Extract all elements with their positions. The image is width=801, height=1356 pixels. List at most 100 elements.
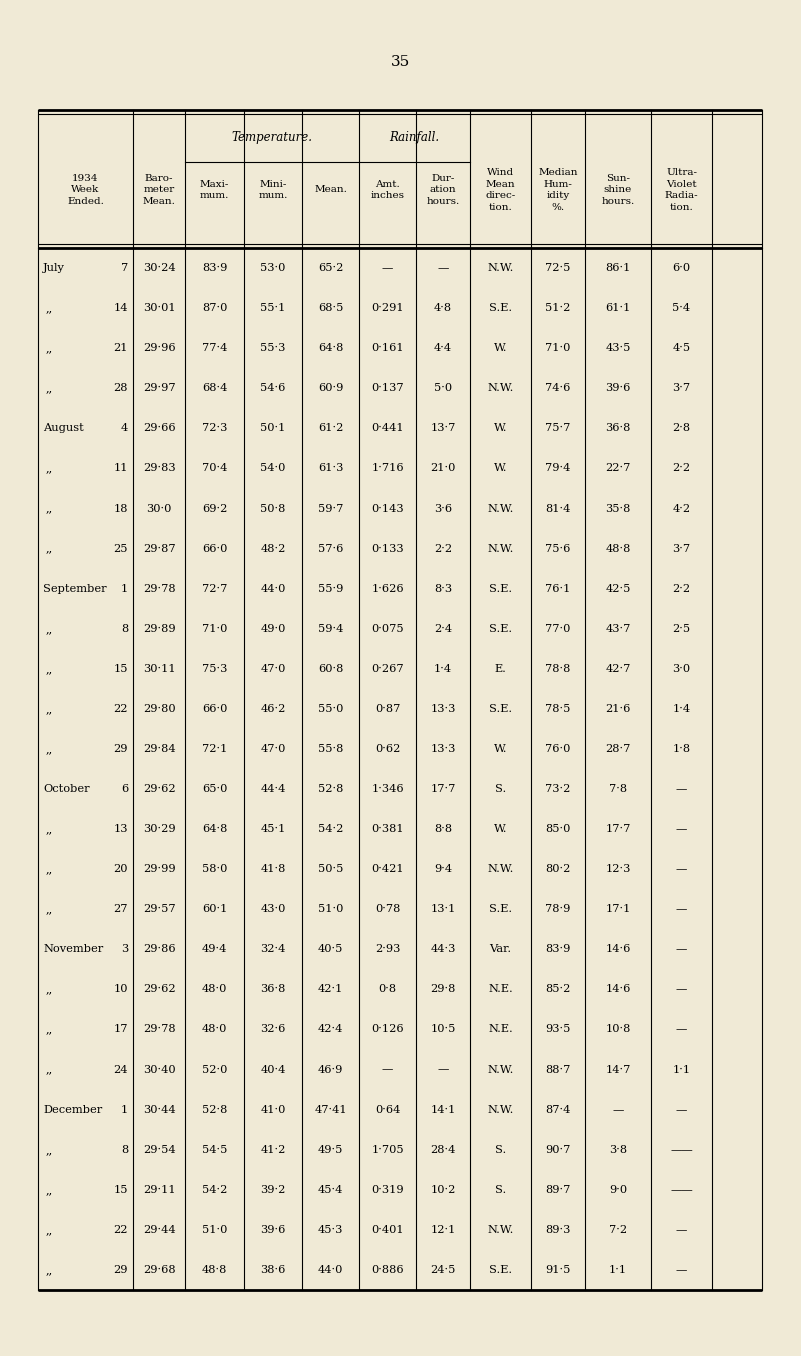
Text: 70·4: 70·4 <box>202 464 227 473</box>
Text: 42·4: 42·4 <box>318 1025 343 1035</box>
Text: 0·143: 0·143 <box>371 503 404 514</box>
Text: 57·6: 57·6 <box>318 544 343 553</box>
Text: N.W.: N.W. <box>487 384 513 393</box>
Text: 29·87: 29·87 <box>143 544 175 553</box>
Text: November: November <box>43 944 103 955</box>
Text: 3·6: 3·6 <box>434 503 452 514</box>
Text: 0·126: 0·126 <box>371 1025 404 1035</box>
Text: 1·716: 1·716 <box>371 464 404 473</box>
Text: 21: 21 <box>114 343 128 353</box>
Text: ,,: ,, <box>46 624 53 633</box>
Text: S.E.: S.E. <box>489 704 512 713</box>
Text: 78·5: 78·5 <box>545 704 570 713</box>
Text: 44·3: 44·3 <box>430 944 456 955</box>
Text: —: — <box>437 1064 449 1074</box>
Text: Var.: Var. <box>489 944 512 955</box>
Text: 76·0: 76·0 <box>545 744 570 754</box>
Text: 27: 27 <box>114 904 128 914</box>
Text: 48·8: 48·8 <box>202 1265 227 1275</box>
Text: 0·319: 0·319 <box>371 1185 404 1195</box>
Text: 42·7: 42·7 <box>606 664 630 674</box>
Text: 48·2: 48·2 <box>260 544 286 553</box>
Text: 1·4: 1·4 <box>434 664 452 674</box>
Text: ,,: ,, <box>46 864 53 875</box>
Text: September: September <box>43 583 107 594</box>
Text: 89·3: 89·3 <box>545 1224 570 1235</box>
Text: 71·0: 71·0 <box>545 343 570 353</box>
Text: 17·1: 17·1 <box>606 904 630 914</box>
Text: 47·0: 47·0 <box>260 664 286 674</box>
Text: 85·2: 85·2 <box>545 984 570 994</box>
Text: —: — <box>676 784 687 795</box>
Text: S.E.: S.E. <box>489 904 512 914</box>
Text: 13·3: 13·3 <box>430 744 456 754</box>
Text: 4·4: 4·4 <box>434 343 452 353</box>
Text: 81·4: 81·4 <box>545 503 570 514</box>
Text: 49·0: 49·0 <box>260 624 286 633</box>
Text: 29·78: 29·78 <box>143 583 175 594</box>
Text: 29·62: 29·62 <box>143 784 175 795</box>
Text: Amt.
inches: Amt. inches <box>371 180 405 201</box>
Text: 22: 22 <box>114 704 128 713</box>
Text: 76·1: 76·1 <box>545 583 570 594</box>
Text: 29·62: 29·62 <box>143 984 175 994</box>
Text: 45·3: 45·3 <box>318 1224 343 1235</box>
Text: 4·8: 4·8 <box>434 304 452 313</box>
Text: —: — <box>676 1265 687 1275</box>
Text: ,,: ,, <box>46 984 53 994</box>
Text: N.W.: N.W. <box>487 1064 513 1074</box>
Text: 64·8: 64·8 <box>202 824 227 834</box>
Text: W.: W. <box>493 824 507 834</box>
Text: 69·2: 69·2 <box>202 503 227 514</box>
Text: 49·5: 49·5 <box>318 1144 343 1155</box>
Text: 0·421: 0·421 <box>371 864 404 875</box>
Text: —: — <box>612 1105 624 1115</box>
Text: 2·8: 2·8 <box>672 423 690 434</box>
Text: 15: 15 <box>114 1185 128 1195</box>
Text: 59·4: 59·4 <box>318 624 343 633</box>
Text: 29·97: 29·97 <box>143 384 175 393</box>
Text: 30·01: 30·01 <box>143 304 175 313</box>
Text: August: August <box>43 423 84 434</box>
Text: 40·4: 40·4 <box>260 1064 286 1074</box>
Text: 61·1: 61·1 <box>606 304 630 313</box>
Text: 68·5: 68·5 <box>318 304 343 313</box>
Text: 0·161: 0·161 <box>371 343 404 353</box>
Text: E.: E. <box>494 664 506 674</box>
Text: S.E.: S.E. <box>489 1265 512 1275</box>
Text: W.: W. <box>493 343 507 353</box>
Text: 8·8: 8·8 <box>434 824 452 834</box>
Text: 25: 25 <box>114 544 128 553</box>
Text: 29·44: 29·44 <box>143 1224 175 1235</box>
Text: 48·0: 48·0 <box>202 984 227 994</box>
Text: 72·5: 72·5 <box>545 263 570 273</box>
Text: 73·2: 73·2 <box>545 784 570 795</box>
Text: 91·5: 91·5 <box>545 1265 570 1275</box>
Text: 29·11: 29·11 <box>143 1185 175 1195</box>
Text: ,,: ,, <box>46 384 53 393</box>
Text: 78·8: 78·8 <box>545 664 570 674</box>
Text: 5·4: 5·4 <box>672 304 690 313</box>
Text: ,,: ,, <box>46 1064 53 1074</box>
Text: 3·8: 3·8 <box>609 1144 627 1155</box>
Text: 30·0: 30·0 <box>147 503 171 514</box>
Text: 18: 18 <box>114 503 128 514</box>
Text: 9·0: 9·0 <box>609 1185 627 1195</box>
Text: ,,: ,, <box>46 1144 53 1155</box>
Text: 11: 11 <box>114 464 128 473</box>
Text: 8: 8 <box>121 1144 128 1155</box>
Text: N.W.: N.W. <box>487 864 513 875</box>
Text: 71·0: 71·0 <box>202 624 227 633</box>
Text: 75·3: 75·3 <box>202 664 227 674</box>
Text: 41·0: 41·0 <box>260 1105 286 1115</box>
Text: 2·2: 2·2 <box>672 464 690 473</box>
Text: 29·84: 29·84 <box>143 744 175 754</box>
Text: 29·66: 29·66 <box>143 423 175 434</box>
Text: 24: 24 <box>114 1064 128 1074</box>
Text: 1·346: 1·346 <box>371 784 404 795</box>
Text: 41·8: 41·8 <box>260 864 286 875</box>
Text: 29·57: 29·57 <box>143 904 175 914</box>
Text: 44·0: 44·0 <box>318 1265 343 1275</box>
Text: 15: 15 <box>114 664 128 674</box>
Text: Baro-
meter
Mean.: Baro- meter Mean. <box>143 174 175 206</box>
